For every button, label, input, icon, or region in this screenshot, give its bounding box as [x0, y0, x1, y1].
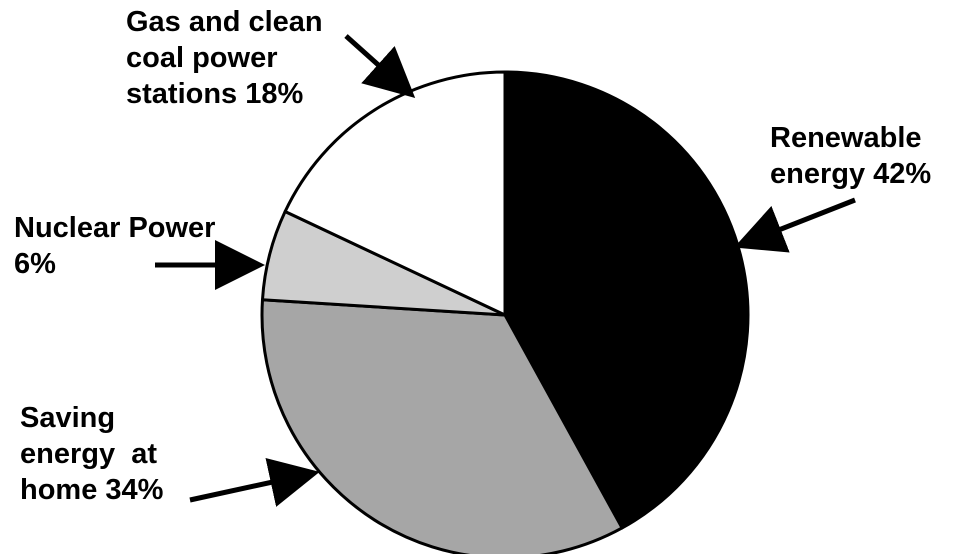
- slice-label-saving: Saving energy at home 34%: [20, 402, 164, 506]
- slice-renewable: [503, 70, 750, 530]
- label-arrows: [155, 34, 856, 507]
- arrow-renewable: [734, 197, 856, 253]
- arrow-saving: [189, 458, 320, 507]
- slice-gas: [283, 70, 507, 317]
- slice-label-gas: Gas and clean coal power stations 18%: [126, 6, 323, 110]
- arrow-gas: [344, 34, 416, 99]
- slice-label-renewable: Renewable energy 42%: [770, 122, 932, 190]
- slice-saving: [260, 298, 624, 554]
- pie-slices: [260, 70, 750, 554]
- slice-label-nuclear: Nuclear Power 6%: [14, 212, 216, 280]
